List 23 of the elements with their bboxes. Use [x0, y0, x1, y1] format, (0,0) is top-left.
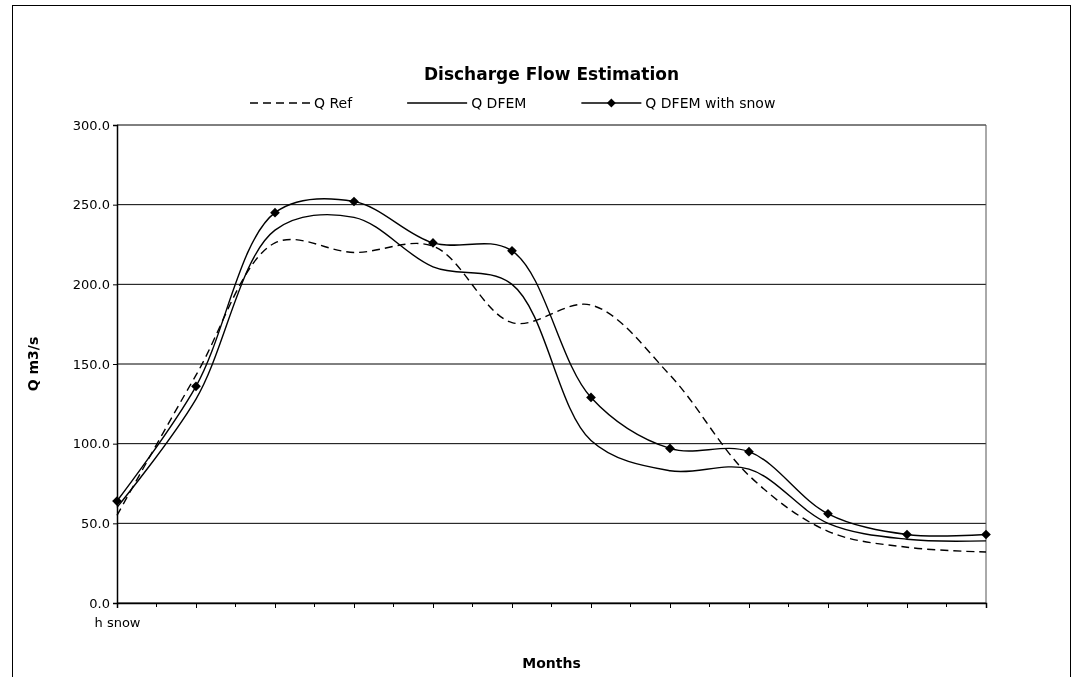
x-tick-label: h snow	[94, 614, 141, 630]
y-tick-label: 150.0	[72, 356, 110, 372]
y-tick-label: 200.0	[72, 276, 110, 292]
point	[902, 529, 912, 540]
point	[191, 381, 201, 392]
point	[349, 196, 359, 207]
point	[744, 446, 754, 457]
y-axis-title: Q m3/s	[25, 336, 41, 392]
x-axis-title: Months	[522, 655, 581, 671]
y-tick-label: 300.0	[72, 117, 110, 133]
point	[586, 392, 596, 403]
point	[665, 443, 675, 454]
y-tick-label: 250.0	[72, 197, 110, 213]
legend-label: Q DFEM	[471, 95, 527, 111]
y-tick-label: 0.0	[89, 595, 110, 611]
y-tick-label: 100.0	[72, 436, 110, 452]
legend-label: Q DFEM with snow	[645, 95, 776, 111]
legend-label: Q Ref	[314, 95, 354, 111]
y-tick-label: 50.0	[81, 515, 110, 531]
chart-title: Discharge Flow Estimation	[423, 64, 680, 84]
point	[270, 207, 280, 218]
point	[981, 529, 991, 540]
point	[823, 508, 833, 519]
